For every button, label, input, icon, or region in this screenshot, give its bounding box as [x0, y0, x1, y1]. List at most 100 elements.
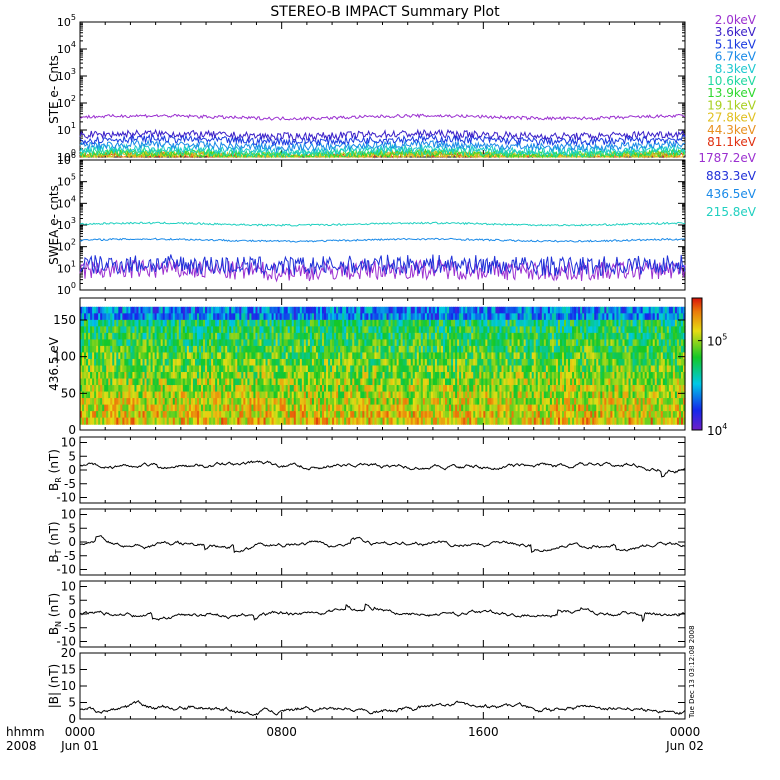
pad-cell — [130, 332, 134, 340]
pad-cell — [180, 358, 184, 367]
pad-cell — [277, 358, 281, 367]
pad-cell — [328, 319, 331, 327]
pad-cell — [273, 411, 277, 419]
pad-cell — [424, 391, 428, 399]
pad-cell — [443, 404, 446, 412]
pad-cell — [485, 352, 488, 360]
pad-cell — [130, 365, 134, 373]
pad-cell — [176, 385, 180, 393]
pad-cell — [491, 391, 495, 399]
pad-cell — [578, 326, 581, 334]
pad-cell — [249, 398, 253, 406]
pad-cell — [515, 404, 519, 412]
pad-cell — [598, 313, 601, 321]
pad-cell — [447, 345, 450, 354]
pad-cell — [551, 326, 555, 334]
pad-cell — [281, 319, 285, 327]
pad-cell — [174, 371, 178, 380]
pad-cell — [588, 378, 591, 386]
pad-cell — [194, 398, 198, 406]
pad-cell — [148, 319, 152, 327]
pad-cell — [279, 352, 283, 360]
pad-cell — [82, 365, 85, 373]
pad-cell — [225, 411, 228, 419]
pad-cell — [376, 404, 380, 412]
pad-cell — [203, 313, 206, 321]
pad-cell — [336, 339, 339, 347]
pad-cell — [340, 411, 343, 419]
pad-cell — [469, 378, 472, 386]
pad-cell — [196, 378, 200, 386]
pad-cell — [438, 385, 442, 393]
pad-cell — [366, 319, 369, 327]
pad-cell — [519, 404, 523, 412]
pad-cell — [586, 378, 589, 386]
pad-cell — [255, 339, 259, 347]
pad-cell — [134, 319, 138, 327]
pad-cell — [465, 313, 468, 321]
pad-cell — [570, 352, 573, 360]
pad-cell — [360, 378, 363, 386]
pad-cell — [98, 411, 101, 419]
pad-cell — [390, 404, 394, 412]
pad-cell — [578, 358, 581, 367]
pad-cell — [150, 411, 154, 419]
pad-cell — [86, 417, 89, 425]
pad-cell — [459, 404, 462, 412]
pad-cell — [186, 306, 190, 314]
pad-cell — [176, 352, 180, 360]
pad-cell — [406, 404, 410, 412]
pad-cell — [366, 332, 369, 340]
pad-cell — [533, 339, 537, 347]
pad-cell — [481, 378, 484, 386]
pad-cell — [459, 339, 462, 347]
pad-cell — [317, 378, 321, 386]
pad-cell — [283, 319, 287, 327]
pad-cell — [521, 378, 525, 386]
pad-cell — [285, 371, 289, 380]
pad-cell — [388, 411, 392, 419]
pad-cell — [479, 332, 482, 340]
pad-cell — [362, 358, 365, 367]
pad-cell — [348, 306, 351, 314]
pad-cell — [582, 326, 585, 334]
pad-cell — [410, 385, 414, 393]
pad-cell — [598, 319, 601, 327]
pad-cell — [505, 339, 509, 347]
pad-cell — [580, 313, 583, 321]
pad-cell — [455, 371, 458, 380]
pad-cell — [455, 378, 458, 386]
pad-cell — [114, 339, 117, 347]
pad-cell — [495, 358, 499, 367]
pad-cell — [233, 404, 236, 412]
pad-cell — [438, 371, 442, 380]
pad-cell — [263, 345, 267, 354]
pad-cell — [459, 345, 462, 354]
pad-cell — [116, 371, 119, 380]
pad-cell — [247, 339, 250, 347]
pad-cell — [443, 378, 446, 386]
pad-cell — [277, 365, 281, 373]
pad-cell — [271, 385, 275, 393]
pad-cell — [249, 319, 253, 327]
pad-cell — [487, 398, 490, 406]
pad-cell — [265, 398, 269, 406]
pad-cell — [358, 404, 361, 412]
pad-cell — [332, 391, 335, 399]
pad-cell — [424, 417, 428, 425]
pad-cell — [529, 345, 533, 354]
pad-cell — [424, 313, 428, 321]
pad-cell — [594, 371, 597, 380]
pad-cell — [386, 339, 390, 347]
pad-cell — [100, 404, 103, 412]
pad-cell — [86, 385, 89, 393]
pad-cell — [247, 398, 250, 406]
pad-cell — [144, 319, 148, 327]
pad-cell — [586, 391, 589, 399]
pad-cell — [182, 378, 186, 386]
pad-cell — [86, 306, 89, 314]
pad-cell — [404, 332, 408, 340]
pad-cell — [422, 391, 426, 399]
pad-cell — [118, 417, 121, 425]
pad-cell — [463, 306, 466, 314]
